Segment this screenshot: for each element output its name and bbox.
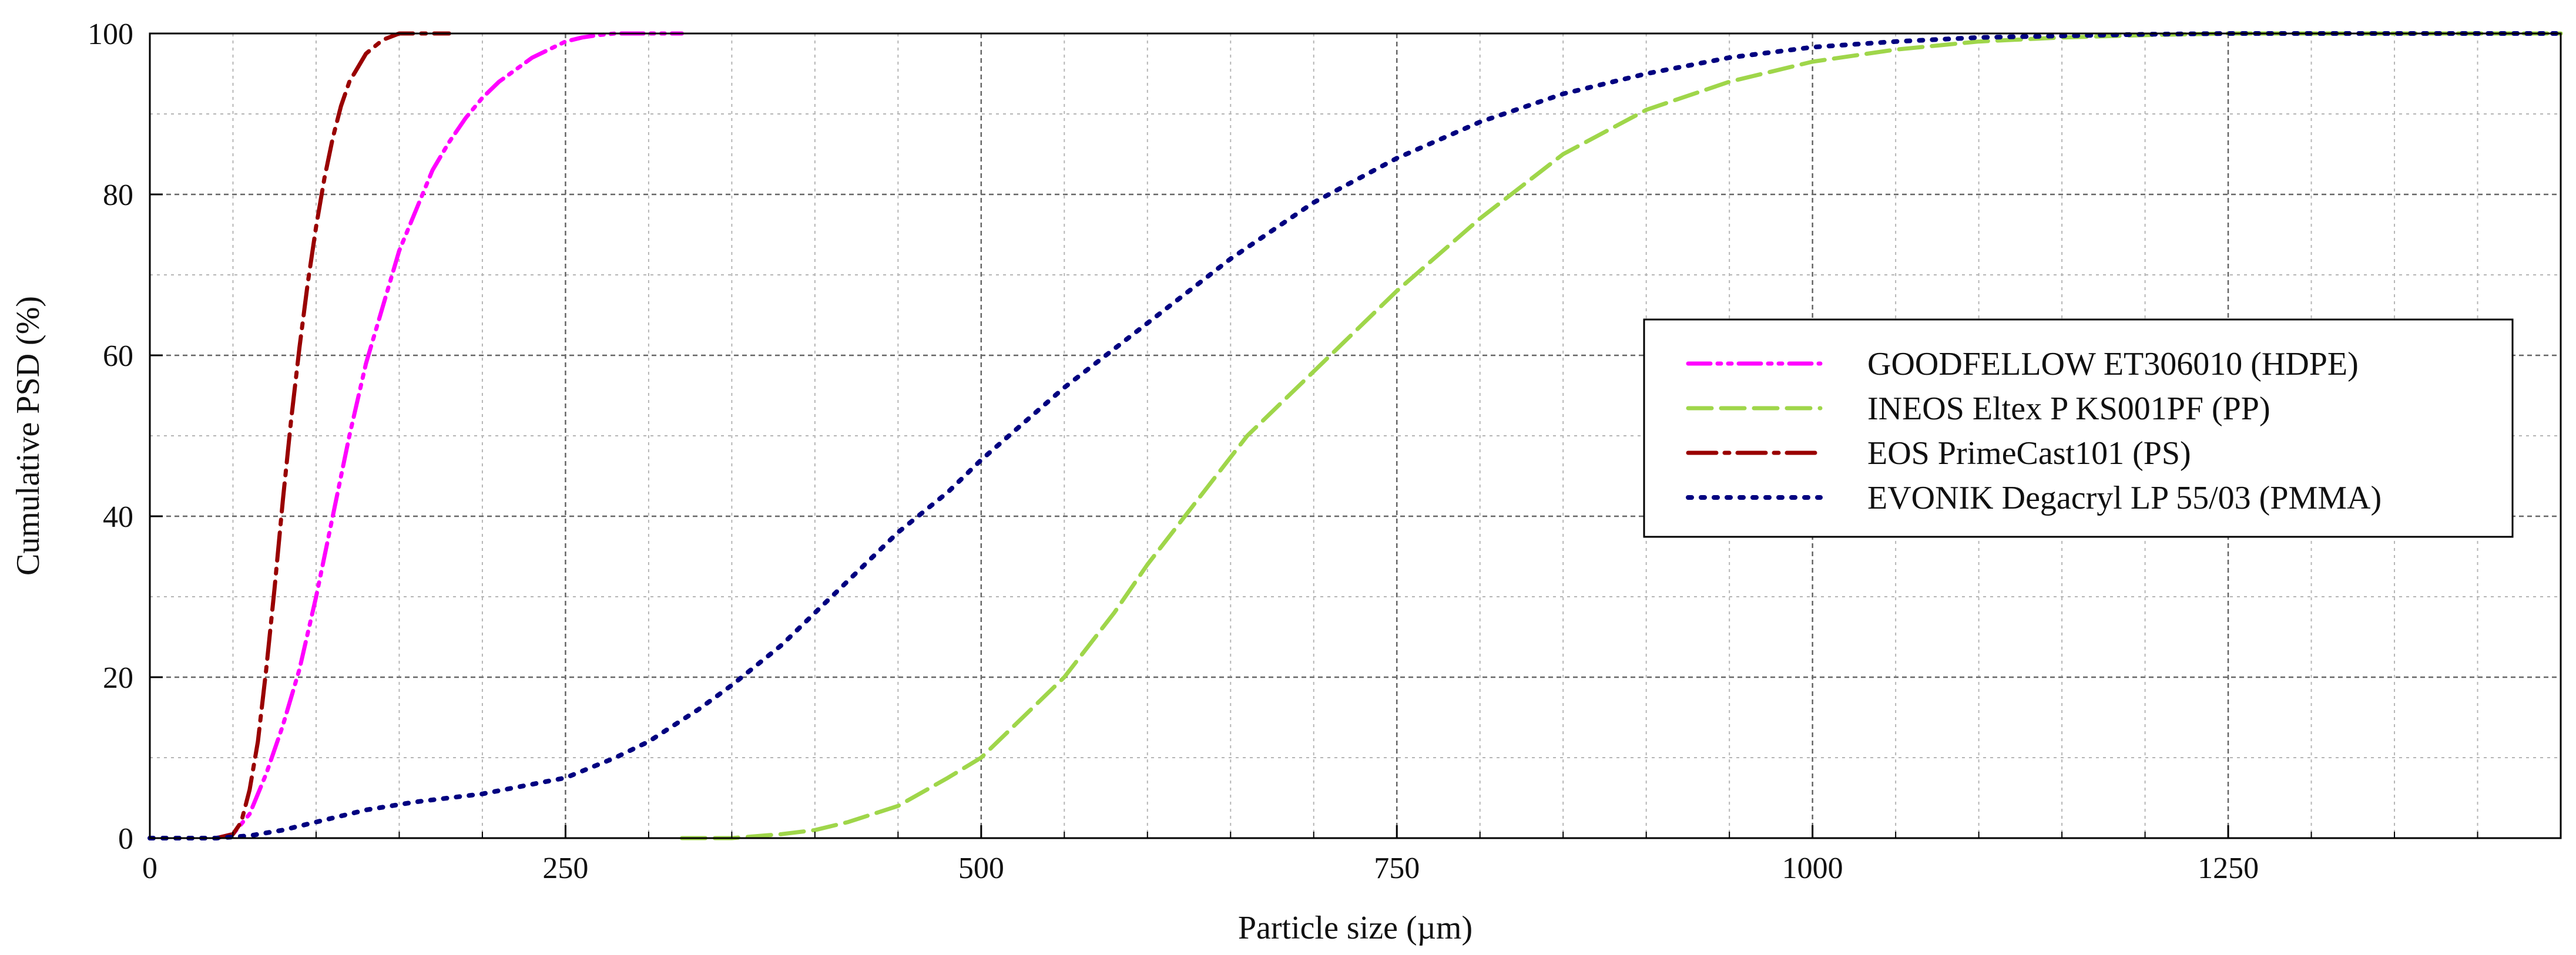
legend-label-2: INEOS Eltex P KS001PF (PP) <box>1867 391 2270 427</box>
y-tick-label: 80 <box>103 179 133 212</box>
legend-items: GOODFELLOW ET306010 (HDPE) INEOS Eltex P … <box>1686 346 2382 516</box>
x-tick-label: 250 <box>542 852 588 885</box>
y-tick-labels: 0 20 40 60 80 100 <box>88 18 133 856</box>
series-line-3 <box>214 31 451 840</box>
x-tick-label: 500 <box>958 852 1004 885</box>
legend-label-3: EOS PrimeCast101 (PS) <box>1867 435 2191 472</box>
legend-label-4: EVONIK Degacryl LP 55/03 (PMMA) <box>1867 480 2382 516</box>
legend: GOODFELLOW ET306010 (HDPE) INEOS Eltex P … <box>1643 318 2514 538</box>
series-layer <box>147 31 2563 840</box>
axis-ticks <box>149 32 2478 839</box>
y-tick-label: 20 <box>103 661 133 695</box>
series-line-1 <box>214 31 684 840</box>
y-axis-title: Cumulative PSD (%) <box>10 296 46 576</box>
y-tick-label: 60 <box>103 339 133 373</box>
x-axis-title: Particle size (µm) <box>1238 910 1473 946</box>
plot-frame <box>149 32 2562 839</box>
legend-box <box>1643 318 2514 538</box>
x-tick-label: 1250 <box>2198 852 2259 885</box>
y-tick-label: 40 <box>103 500 133 534</box>
series-line-2 <box>680 31 2563 840</box>
legend-label-1: GOODFELLOW ET306010 (HDPE) <box>1867 346 2359 382</box>
x-tick-label: 1000 <box>1782 852 1843 885</box>
y-tick-label: 100 <box>88 18 133 51</box>
x-tick-label: 0 <box>142 852 157 885</box>
series-line-4 <box>147 31 2563 840</box>
y-tick-label: 0 <box>118 822 133 856</box>
x-tick-labels: 0 250 500 750 1000 1250 <box>142 852 2259 885</box>
x-tick-label: 750 <box>1374 852 1420 885</box>
